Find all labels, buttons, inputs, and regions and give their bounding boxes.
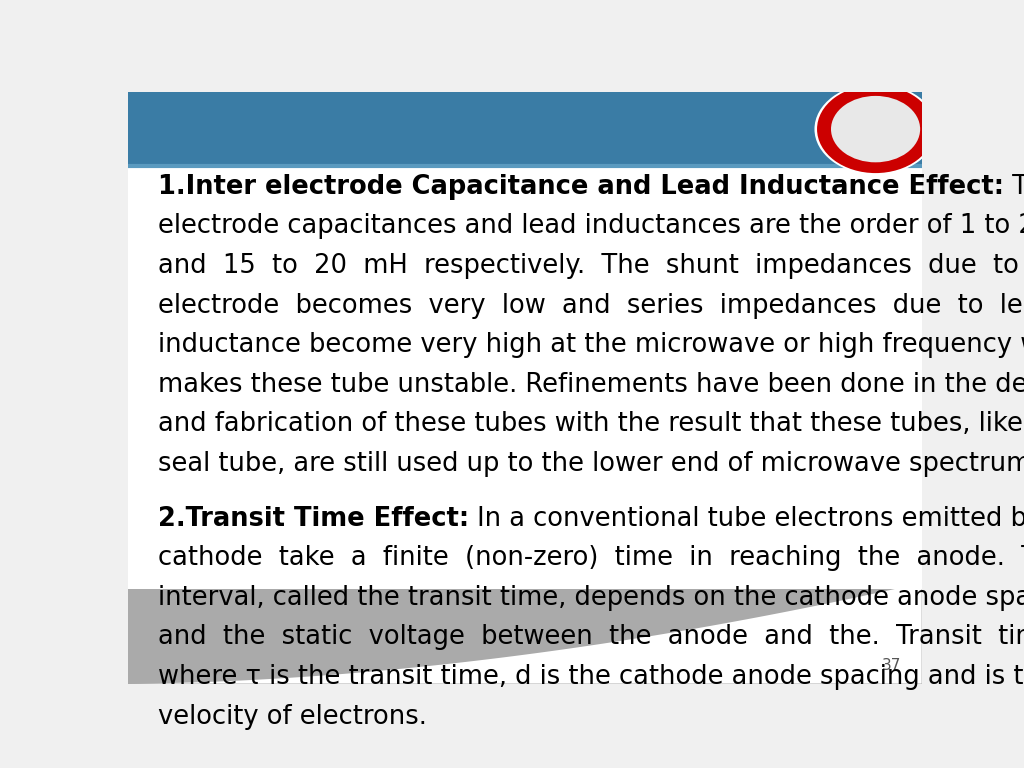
Text: interval, called the transit time, depends on the cathode anode spacing: interval, called the transit time, depen… [158,584,1024,611]
Text: seal tube, are still used up to the lower end of microwave spectrum.: seal tube, are still used up to the lowe… [158,451,1024,477]
Text: velocity of electrons.: velocity of electrons. [158,703,427,730]
Text: makes these tube unstable. Refinements have been done in the design: makes these tube unstable. Refinements h… [158,372,1024,398]
Text: and  the  static  voltage  between  the  anode  and  the.  Transit  time  (τ)  =: and the static voltage between the anode… [158,624,1024,650]
Text: 2.Transit Time Effect:: 2.Transit Time Effect: [158,505,469,531]
Text: 37: 37 [882,658,901,673]
Circle shape [818,87,933,172]
Bar [128,589,922,684]
Polygon shape [128,583,922,684]
Bar [128,92,922,166]
Text: where τ is the transit time, d is the cathode anode spacing and is the: where τ is the transit time, d is the ca… [158,664,1024,690]
Text: The inter: The inter [1005,174,1024,200]
Text: In a conventional tube electrons emitted by the: In a conventional tube electrons emitted… [469,505,1024,531]
Text: electrode capacitances and lead inductances are the order of 1 to 2 pF: electrode capacitances and lead inductan… [158,214,1024,240]
Text: inductance become very high at the microwave or high frequency which: inductance become very high at the micro… [158,333,1024,358]
Text: cathode  take  a  finite  (non-zero)  time  in  reaching  the  anode.  This: cathode take a finite (non-zero) time in… [158,545,1024,571]
Text: electrode  becomes  very  low  and  series  impedances  due  to  lead: electrode becomes very low and series im… [158,293,1024,319]
Text: and  15  to  20  mH  respectively.  The  shunt  impedances  due  to  inter: and 15 to 20 mH respectively. The shunt … [158,253,1024,279]
Text: and fabrication of these tubes with the result that these tubes, like disk: and fabrication of these tubes with the … [158,412,1024,438]
Circle shape [831,96,921,162]
Circle shape [814,84,937,174]
Text: 1.Inter electrode Capacitance and Lead Inductance Effect:: 1.Inter electrode Capacitance and Lead I… [158,174,1005,200]
